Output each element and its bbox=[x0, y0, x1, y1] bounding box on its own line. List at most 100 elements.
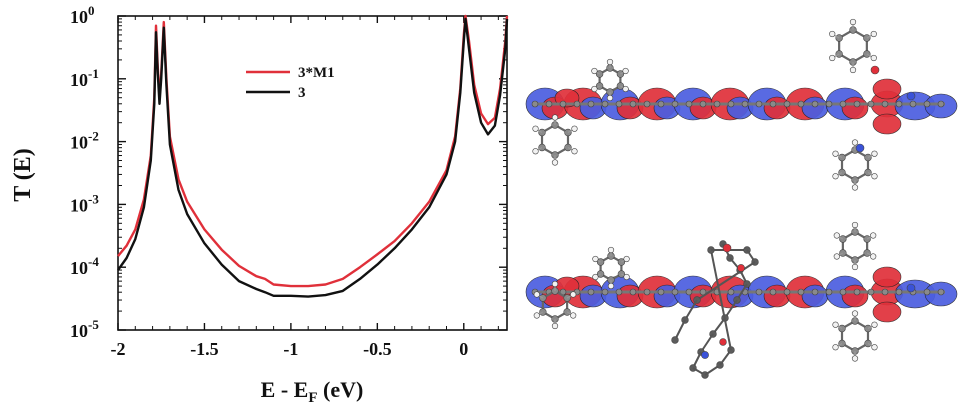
atom bbox=[592, 273, 599, 281]
aromatic-ring bbox=[840, 148, 870, 182]
orbital-lobe bbox=[841, 96, 869, 120]
atom bbox=[591, 85, 598, 93]
atom bbox=[701, 351, 709, 359]
atom bbox=[571, 125, 578, 132]
atom bbox=[622, 85, 629, 93]
atom bbox=[833, 232, 840, 239]
atom bbox=[601, 100, 609, 108]
atom bbox=[533, 312, 540, 319]
atom bbox=[871, 150, 878, 157]
y-tick-exponent: 0 bbox=[88, 3, 95, 18]
atom bbox=[797, 288, 805, 296]
atom bbox=[895, 100, 903, 108]
atom bbox=[881, 288, 889, 296]
y-tick-base: 10 bbox=[70, 7, 88, 27]
y-tick-base: 10 bbox=[70, 321, 88, 341]
atom bbox=[871, 321, 878, 328]
atom bbox=[671, 288, 679, 296]
y-tick-label: 10-1 bbox=[70, 66, 99, 90]
orbital-lobe bbox=[801, 284, 829, 308]
atom bbox=[741, 100, 749, 108]
atom bbox=[617, 258, 626, 266]
x-tick-label: -2 bbox=[111, 339, 126, 359]
y-tick-label: 100 bbox=[70, 3, 95, 27]
molecular-orbital-illustrations bbox=[525, 18, 958, 379]
atom bbox=[551, 322, 559, 330]
atom bbox=[839, 100, 847, 108]
atom bbox=[829, 30, 836, 38]
series-layer bbox=[117, 14, 509, 298]
atom bbox=[531, 100, 539, 108]
atom bbox=[538, 143, 546, 152]
atom bbox=[870, 65, 880, 75]
atom bbox=[539, 294, 547, 302]
x-tick-label: -1 bbox=[283, 339, 298, 359]
atom bbox=[587, 100, 595, 108]
atom bbox=[769, 100, 777, 108]
y-tick-base: 10 bbox=[70, 195, 88, 215]
atom bbox=[533, 291, 540, 298]
atom bbox=[895, 288, 903, 296]
atom bbox=[616, 82, 625, 90]
atom bbox=[617, 270, 626, 278]
atom bbox=[532, 125, 539, 132]
atom bbox=[657, 288, 665, 296]
atom bbox=[563, 308, 571, 316]
y-tick-label: 10-3 bbox=[70, 191, 99, 215]
atom bbox=[783, 100, 791, 108]
atom bbox=[839, 249, 847, 257]
orbital-lobe bbox=[872, 78, 902, 100]
atom bbox=[870, 232, 877, 239]
y-tick-base: 10 bbox=[70, 258, 88, 278]
orbital-image-bottom bbox=[525, 221, 958, 379]
orbital-lobe bbox=[872, 113, 902, 135]
atom bbox=[571, 148, 578, 155]
orbital-lobe bbox=[841, 284, 869, 308]
atom bbox=[657, 100, 665, 108]
atom bbox=[864, 339, 872, 348]
atom bbox=[616, 70, 625, 78]
atom bbox=[838, 168, 846, 177]
y-tick-exponent: -5 bbox=[88, 317, 99, 332]
atom bbox=[643, 288, 651, 296]
atom bbox=[832, 344, 839, 351]
y-tick-label: 10-5 bbox=[70, 317, 99, 341]
x-axis-ticks: -2 -1.5 -1 -0.5 0 bbox=[111, 16, 499, 359]
atom bbox=[685, 100, 693, 108]
atom bbox=[832, 321, 839, 328]
atom bbox=[839, 235, 847, 243]
atom bbox=[615, 288, 623, 296]
atom bbox=[538, 128, 546, 137]
bond bbox=[684, 299, 698, 321]
atom bbox=[623, 273, 630, 281]
atom bbox=[832, 150, 839, 157]
y-tick-label: 10-4 bbox=[70, 254, 99, 278]
atom bbox=[937, 100, 945, 108]
atom bbox=[564, 143, 572, 152]
atom bbox=[671, 336, 679, 344]
atom bbox=[606, 58, 614, 66]
atom bbox=[551, 114, 559, 121]
atom bbox=[867, 100, 875, 108]
atom bbox=[835, 50, 843, 58]
atom bbox=[864, 153, 872, 162]
atom bbox=[881, 100, 889, 108]
atom bbox=[937, 288, 945, 296]
atom bbox=[606, 94, 614, 102]
atom bbox=[835, 34, 843, 42]
x-tick-label: 0 bbox=[459, 339, 468, 359]
atom bbox=[851, 355, 859, 362]
y-axis-label: T (E) bbox=[10, 148, 36, 202]
atom bbox=[532, 148, 539, 155]
atom bbox=[559, 100, 567, 108]
aromatic-ring bbox=[838, 28, 868, 64]
atom bbox=[867, 288, 875, 296]
atom bbox=[564, 128, 572, 137]
atom bbox=[755, 288, 763, 296]
orbital-lobe bbox=[763, 284, 791, 308]
atom bbox=[699, 100, 707, 108]
atom bbox=[607, 246, 615, 254]
orbital-lobe bbox=[801, 96, 829, 120]
atom bbox=[671, 100, 679, 108]
